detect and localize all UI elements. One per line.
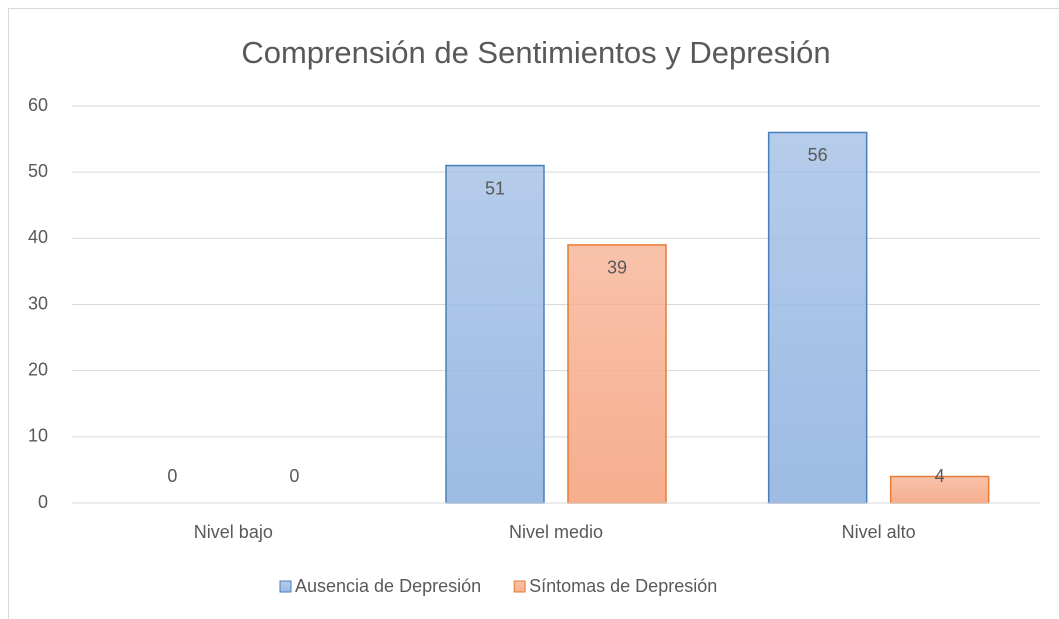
legend-swatch <box>513 580 526 593</box>
data-label: 0 <box>167 466 177 486</box>
x-tick-label: Nivel alto <box>842 522 916 542</box>
y-tick-label: 20 <box>28 359 48 379</box>
chart-border <box>8 8 1059 619</box>
y-tick-label: 40 <box>28 227 48 247</box>
bar <box>567 244 667 504</box>
bar <box>767 131 868 504</box>
legend-label: Síntomas de Depresión <box>529 576 717 596</box>
x-tick-label: Nivel bajo <box>194 522 273 542</box>
data-label: 0 <box>289 466 299 486</box>
y-tick-label: 50 <box>28 161 48 181</box>
data-label: 4 <box>935 466 945 486</box>
bar <box>889 475 990 504</box>
data-label: 51 <box>485 178 505 198</box>
data-label: 39 <box>607 258 627 278</box>
bar <box>445 164 545 504</box>
chart-title: Comprensión de Sentimientos y Depresión <box>241 35 830 70</box>
legend-label: Ausencia de Depresión <box>295 576 481 596</box>
x-tick-label: Nivel medio <box>509 522 603 542</box>
y-tick-label: 60 <box>28 95 48 115</box>
y-tick-label: 30 <box>28 293 48 313</box>
y-tick-label: 10 <box>28 426 48 446</box>
y-tick-label: 0 <box>38 492 48 512</box>
data-label: 56 <box>808 145 828 165</box>
legend-swatch <box>279 580 292 593</box>
